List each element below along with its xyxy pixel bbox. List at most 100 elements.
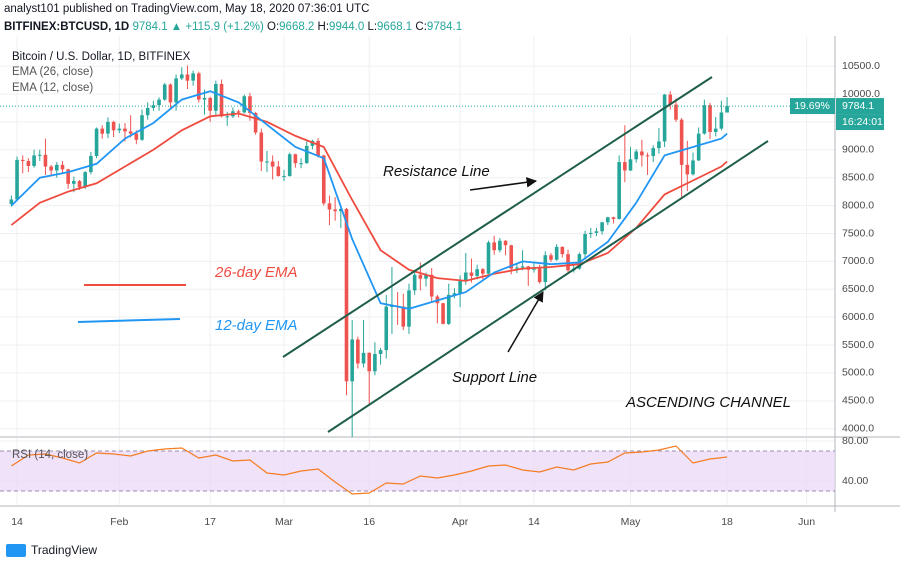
candle-body bbox=[498, 240, 502, 251]
candle-body bbox=[128, 131, 133, 134]
candle-body bbox=[537, 268, 542, 283]
candle-body bbox=[713, 128, 718, 132]
candle-body bbox=[282, 176, 286, 178]
y-tick-label: 8000.0 bbox=[842, 199, 874, 211]
candle-body bbox=[645, 155, 650, 157]
candle-body bbox=[202, 97, 207, 100]
candle-body bbox=[509, 245, 514, 269]
candle-body bbox=[719, 112, 724, 129]
x-tick-label: Jun bbox=[798, 516, 815, 528]
candle-body bbox=[503, 240, 508, 246]
candle-body bbox=[634, 151, 638, 160]
countdown-tag bbox=[836, 114, 884, 131]
candle-body bbox=[225, 116, 230, 118]
candle-body bbox=[140, 115, 144, 140]
candle-body bbox=[174, 78, 178, 103]
change-tag-text: 19.69% bbox=[794, 100, 830, 112]
candle-body bbox=[452, 293, 457, 295]
y-tick-label: 8500.0 bbox=[842, 171, 874, 183]
candle-body bbox=[134, 133, 139, 140]
candle-body bbox=[475, 269, 479, 276]
candle-body bbox=[304, 145, 309, 164]
footer-brand: TradingView bbox=[31, 543, 97, 557]
candle-body bbox=[236, 111, 241, 113]
candle-body bbox=[378, 350, 383, 354]
candle-body bbox=[327, 203, 332, 210]
arrow bbox=[507, 291, 544, 353]
candle-body bbox=[100, 128, 105, 134]
candle-body bbox=[486, 242, 491, 274]
candle-body bbox=[691, 160, 695, 175]
candle-body bbox=[123, 128, 127, 132]
ohlc-value: 9944.0 bbox=[329, 21, 364, 33]
candle-body bbox=[321, 155, 326, 204]
change-tag bbox=[790, 98, 835, 115]
candle-body bbox=[242, 96, 247, 113]
ohlc-label: C: bbox=[415, 21, 427, 33]
candle-body bbox=[339, 208, 343, 212]
ohlc-label: O: bbox=[267, 21, 279, 33]
candle-body bbox=[708, 105, 712, 132]
candle-body bbox=[554, 246, 559, 260]
candle-body bbox=[492, 242, 496, 251]
rsi-line bbox=[11, 445, 728, 495]
x-tick-label: Mar bbox=[275, 516, 294, 528]
arrow bbox=[469, 177, 538, 191]
candle-body bbox=[287, 154, 292, 177]
candle-body bbox=[600, 222, 604, 232]
x-tick-label: 18 bbox=[721, 516, 733, 528]
chart-title: Bitcoin / U.S. Dollar, 1D, BITFINEX bbox=[12, 51, 191, 63]
candle-body bbox=[179, 74, 184, 79]
candle-body bbox=[441, 303, 445, 324]
rsi-title: RSI (14, close) bbox=[12, 449, 88, 461]
legend-entry: EMA (12, close) bbox=[12, 82, 93, 94]
ohlc-label: L: bbox=[367, 21, 377, 33]
candle-body bbox=[37, 154, 42, 156]
candle-body bbox=[77, 181, 82, 188]
candle-body bbox=[15, 159, 19, 200]
candle-body bbox=[469, 272, 474, 276]
y-tick-label: 9000.0 bbox=[842, 144, 874, 156]
y-tick-label: 10500.0 bbox=[842, 60, 880, 72]
candle-body bbox=[49, 166, 53, 171]
rsi-band bbox=[0, 450, 835, 492]
annotation: ASCENDING CHANNEL bbox=[625, 394, 791, 411]
candle-body bbox=[696, 133, 701, 161]
ema12-sample-line bbox=[77, 318, 181, 323]
candle-body bbox=[662, 94, 667, 142]
candle-body bbox=[446, 294, 451, 324]
ema-line bbox=[10, 90, 728, 310]
candle-body bbox=[26, 160, 31, 166]
candle-body bbox=[60, 164, 65, 170]
annotation: 12-day EMA bbox=[215, 317, 298, 334]
candle-body bbox=[43, 154, 48, 167]
price-tag bbox=[836, 98, 884, 115]
support-trendline bbox=[327, 140, 769, 433]
x-tick-label: 16 bbox=[363, 516, 375, 528]
y-tick-label: 80.00 bbox=[842, 435, 868, 447]
y-tick-label: 4500.0 bbox=[842, 395, 874, 407]
candle-body bbox=[628, 159, 633, 171]
candle-body bbox=[219, 83, 224, 117]
candle-body bbox=[679, 119, 684, 165]
candle-body bbox=[197, 73, 201, 100]
candle-body bbox=[299, 163, 303, 165]
candle-body bbox=[605, 217, 610, 223]
candle-body bbox=[424, 274, 428, 279]
candle-body bbox=[344, 208, 349, 382]
candle-body bbox=[185, 74, 190, 81]
candle-body bbox=[333, 209, 337, 212]
ohlc-label: H: bbox=[318, 21, 330, 33]
annotation: 26-day EMA bbox=[214, 264, 298, 281]
candle-body bbox=[367, 352, 372, 372]
candle-body bbox=[265, 161, 269, 163]
candle-body bbox=[276, 166, 281, 177]
candle-body bbox=[549, 255, 553, 260]
x-tick-label: Apr bbox=[452, 516, 469, 528]
candle-body bbox=[117, 128, 122, 131]
candle-body bbox=[270, 161, 275, 167]
candle-body bbox=[390, 306, 394, 308]
candle-body bbox=[623, 162, 627, 171]
candle-body bbox=[515, 267, 519, 269]
